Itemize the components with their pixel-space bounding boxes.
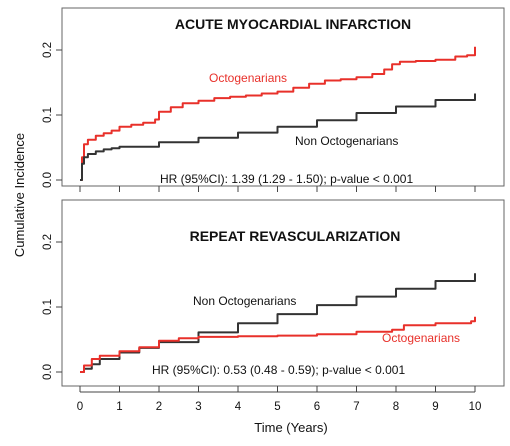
x-tick-label: 9 <box>432 401 438 413</box>
label-octogenarians-ami: Octogenarians <box>209 71 287 85</box>
panel-revasc: 0.0 0.1 0.2 <box>42 234 476 380</box>
x-axis: 0 1 2 3 4 5 6 7 8 9 10 <box>77 186 482 413</box>
series-line-non-octogenarians <box>80 93 476 181</box>
y-axis-title: Cumulative Incidence <box>12 133 27 257</box>
label-non-octogenarians-revasc: Non Octogenarians <box>193 294 296 308</box>
y-tick-label: 0.1 <box>42 299 54 315</box>
y-tick-label: 0.0 <box>42 172 54 188</box>
y-tick-label: 0.2 <box>42 234 54 250</box>
x-tick-label: 4 <box>235 401 242 413</box>
x-tick-label: 8 <box>393 401 399 413</box>
x-tick-label: 0 <box>77 401 83 413</box>
series-line-octogenarians <box>80 316 476 373</box>
x-tick-label: 7 <box>353 401 359 413</box>
x-axis-title: Time (Years) <box>254 420 327 435</box>
panel-ami-frame <box>61 7 505 187</box>
x-tick-label: 10 <box>469 401 482 413</box>
annotation-ami-hr: HR (95%CI): 1.39 (1.29 - 1.50); p-value … <box>160 172 413 186</box>
label-octogenarians-revasc: Octogenarians <box>382 331 460 345</box>
y-tick-label: 0.1 <box>42 107 54 123</box>
x-tick-label: 3 <box>195 401 201 413</box>
panel-revasc-frame <box>61 199 505 387</box>
panel-revasc-title: REPEAT REVASCULARIZATION <box>190 228 401 244</box>
panel-ami-title: ACUTE MYOCARDIAL INFARCTION <box>175 16 411 32</box>
series-line-non-octogenarians <box>80 273 476 373</box>
label-non-octogenarians-ami: Non Octogenarians <box>295 134 398 148</box>
x-tick-label: 6 <box>314 401 320 413</box>
x-tick-label: 1 <box>116 401 122 413</box>
annotation-revasc-hr: HR (95%CI): 0.53 (0.48 - 0.59); p-value … <box>152 363 405 377</box>
x-tick-label: 2 <box>156 401 162 413</box>
x-tick-label: 5 <box>274 401 280 413</box>
panel-ami: 0.0 0.1 0.2 <box>42 42 476 188</box>
y-tick-label: 0.0 <box>42 364 54 380</box>
series-line-octogenarians <box>80 46 476 181</box>
y-tick-label: 0.2 <box>42 42 54 58</box>
